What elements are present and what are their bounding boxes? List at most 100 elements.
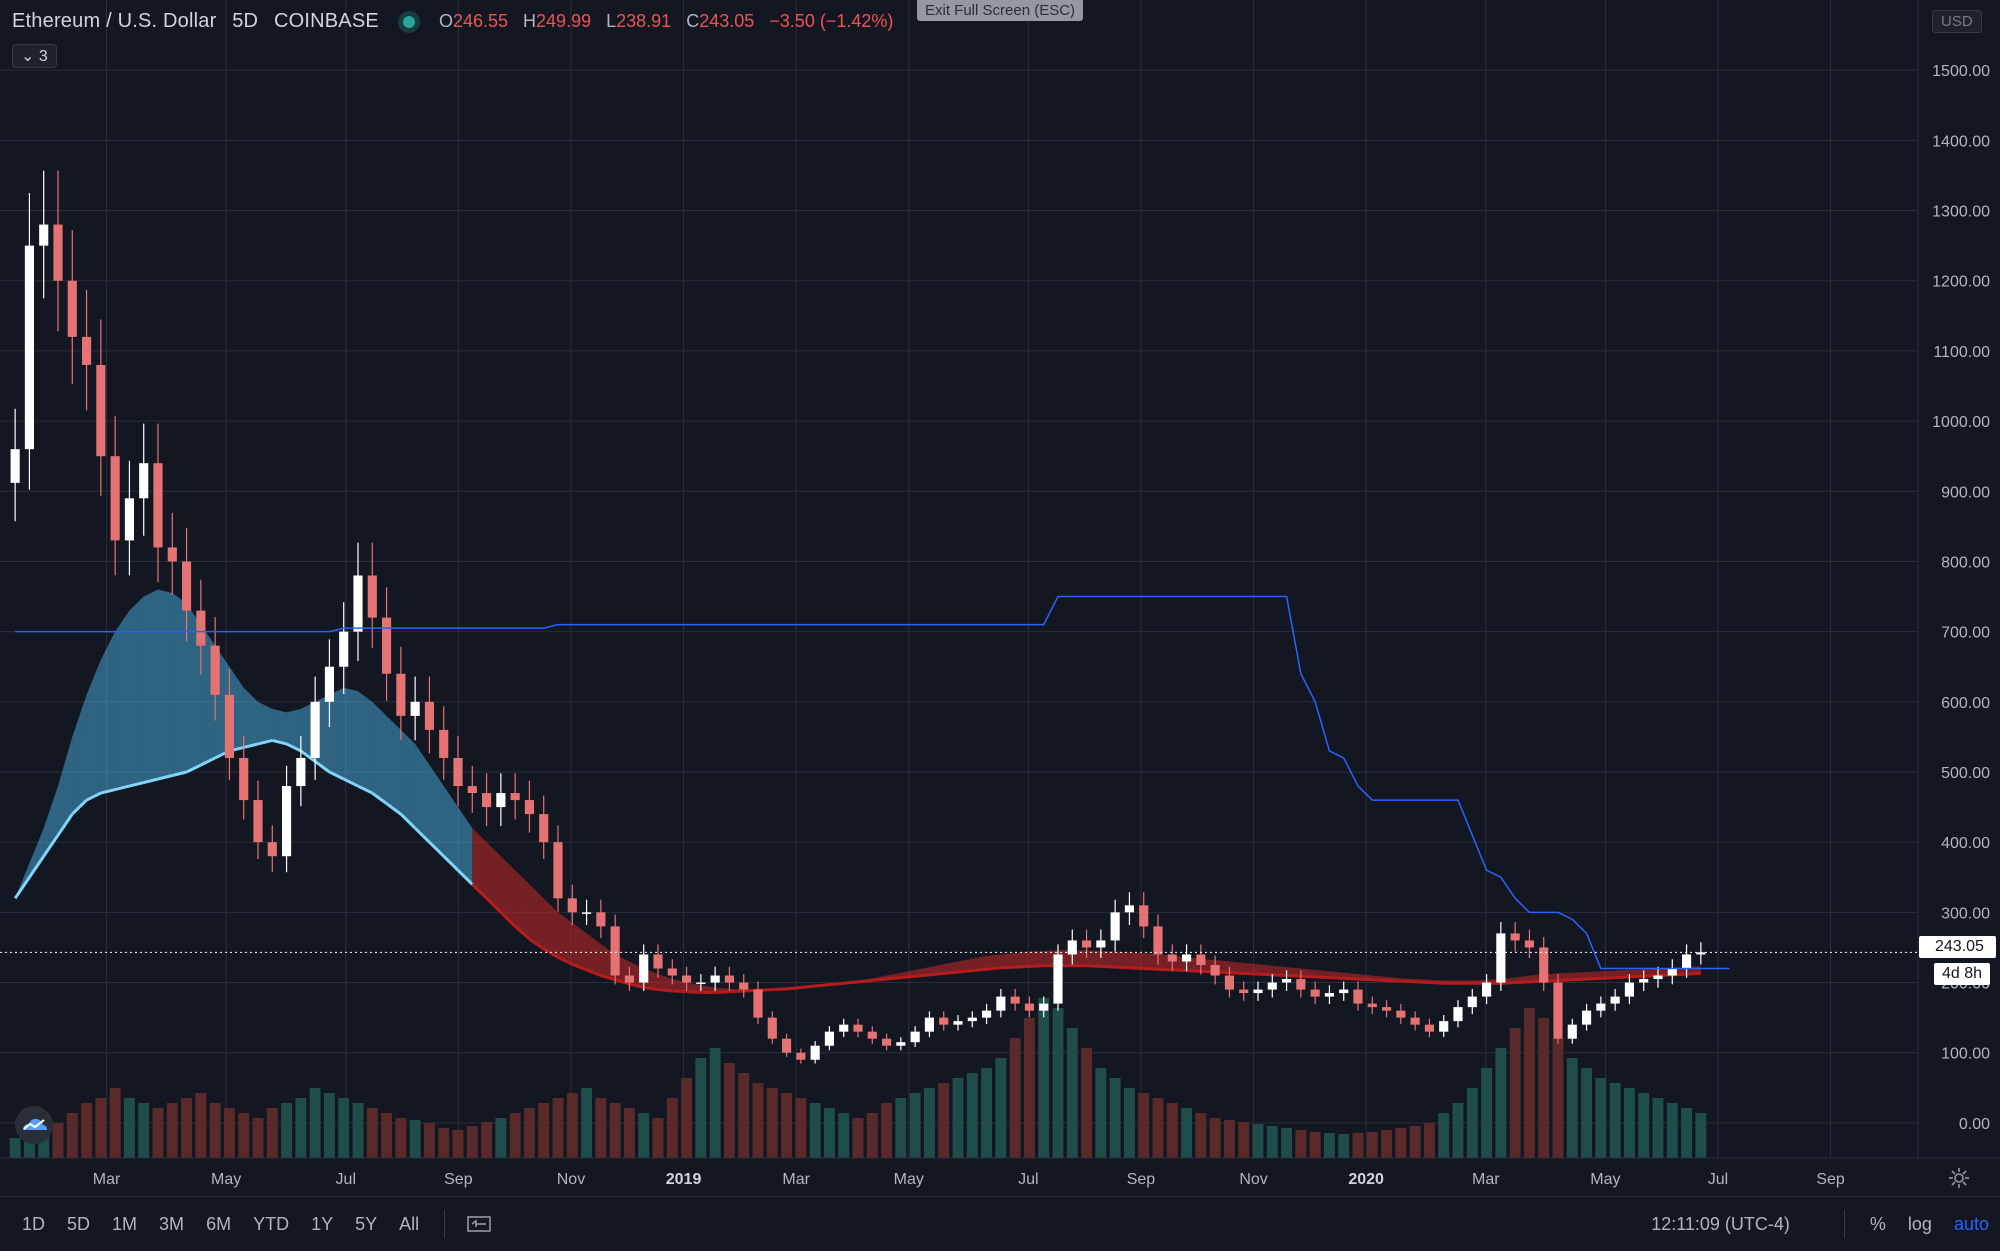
symbol-title[interactable]: Ethereum / U.S. Dollar 5D COINBASE (12, 10, 379, 33)
volume-bar (581, 1088, 592, 1158)
volume-bar (1181, 1108, 1192, 1158)
volume-bar (81, 1103, 92, 1158)
volume-bar (709, 1048, 721, 1158)
ribbon-edge (1500, 981, 1516, 985)
ribbon-segment (272, 708, 287, 744)
ribbon-edge (1600, 976, 1616, 980)
volume-bars (9, 998, 1707, 1158)
auto-scale-toggle[interactable]: auto (1953, 1213, 1989, 1234)
ribbon-segment (243, 687, 258, 748)
volume-bar (166, 1103, 178, 1158)
ribbon-segment (1258, 964, 1273, 975)
volume-bar (424, 1123, 435, 1158)
currency-button[interactable]: USD (1932, 10, 1982, 33)
volume-bar (1266, 1126, 1278, 1158)
volume-bar (409, 1120, 421, 1158)
ribbon-edge (1400, 979, 1416, 984)
candle-body (767, 1017, 777, 1039)
exit-fullscreen-button[interactable]: Exit Full Screen (ESC) (917, 0, 1084, 21)
ribbon-edge (1257, 972, 1273, 977)
log-scale-toggle[interactable]: log (1907, 1213, 1932, 1234)
ribbon-edge (772, 987, 787, 992)
range-button-5d[interactable]: 5D (67, 1213, 91, 1234)
ribbon-segment (343, 687, 358, 787)
range-button-ytd[interactable]: YTD (253, 1213, 290, 1234)
candle-body (324, 666, 334, 702)
volume-bar (138, 1103, 150, 1158)
ribbon-segment (358, 691, 373, 794)
price-tick-label: 100.00 (1941, 1046, 1990, 1063)
ribbon-segment (1300, 968, 1316, 977)
ribbon-edge (414, 827, 431, 844)
candle-body (1010, 996, 1020, 1004)
ribbon-segment (158, 589, 173, 780)
ribbon-segment (386, 715, 401, 815)
candle-body (1696, 952, 1706, 955)
percent-scale-toggle[interactable]: % (1869, 1213, 1886, 1234)
range-button-all[interactable]: All (399, 1213, 420, 1234)
candle-body (1082, 940, 1092, 948)
ribbon-edge (1029, 964, 1044, 968)
ribbon-edge (100, 788, 116, 795)
ribbon-segment (586, 933, 601, 976)
tradingview-cloud-icon[interactable] (14, 1105, 54, 1145)
volume-bar (124, 1098, 135, 1158)
ribbon-segment (515, 870, 530, 940)
volume-bar (652, 1118, 664, 1158)
bar-countdown-label: 4d 8h (1934, 963, 1991, 985)
price-chart[interactable]: 1500.00 1400.00 1300.00 1200.00 1100.00 1000.… (0, 0, 2000, 1196)
volume-bar (1066, 1028, 1078, 1158)
symbol-name: Ethereum / U.S. Dollar (12, 10, 217, 32)
candle-body (1296, 979, 1306, 990)
ribbon-edge (1143, 967, 1159, 971)
candle-body (996, 996, 1006, 1011)
candle-body (796, 1052, 806, 1060)
range-button-1d[interactable]: 1D (22, 1213, 46, 1234)
volume-bar (766, 1088, 778, 1158)
candle-body (1253, 989, 1263, 994)
volume-bar (1452, 1103, 1464, 1158)
candle-body (1196, 954, 1206, 965)
ribbon-edge (643, 985, 659, 992)
volume-bar (1295, 1130, 1307, 1158)
time-zone-clock[interactable]: 12:11:09 (UTC-4) (1651, 1213, 1790, 1234)
ribbon-edge (857, 978, 873, 984)
volume-bar (952, 1078, 964, 1158)
candle-body (867, 1031, 877, 1039)
volume-bar (1509, 1028, 1521, 1158)
ribbon-edge (471, 883, 488, 900)
volume-bar (395, 1118, 407, 1158)
volume-bar (1009, 1038, 1021, 1158)
candle-body (1567, 1024, 1577, 1039)
candle-body (153, 463, 163, 548)
range-button-5y[interactable]: 5Y (355, 1213, 378, 1234)
indicators-collapse-button[interactable]: ⌄ 3 (12, 44, 57, 68)
ribbon-edge (1415, 980, 1430, 985)
ribbon-edge (1629, 974, 1644, 979)
range-button-3m[interactable]: 3M (159, 1213, 185, 1234)
volume-bar (309, 1088, 321, 1158)
volume-bar (1324, 1133, 1335, 1158)
compare-icon[interactable] (467, 1214, 491, 1234)
volume-bar (195, 1093, 207, 1158)
range-button-6m[interactable]: 6M (206, 1213, 232, 1234)
ribbon-segment (486, 842, 501, 913)
time-tick-label: Nov (557, 1171, 585, 1188)
candle-body (1367, 1003, 1377, 1008)
ribbon-segment (1143, 953, 1158, 970)
volume-bar (609, 1103, 621, 1158)
ribbon-segment (558, 912, 573, 965)
toolbar-divider (1843, 1210, 1845, 1238)
candle-body (196, 610, 206, 646)
range-button-1m[interactable]: 1M (112, 1213, 138, 1234)
gear-icon[interactable] (1947, 1166, 1971, 1190)
ribbon-edge (586, 968, 602, 977)
ribbon-edge (1000, 965, 1016, 970)
volume-bar (595, 1098, 607, 1158)
range-button-1y[interactable]: 1Y (311, 1213, 334, 1234)
ribbon-segment (543, 898, 558, 958)
candle-body (1282, 979, 1292, 983)
candle-body (110, 456, 120, 541)
candle-body (210, 645, 220, 695)
ribbon-edge (514, 925, 531, 941)
